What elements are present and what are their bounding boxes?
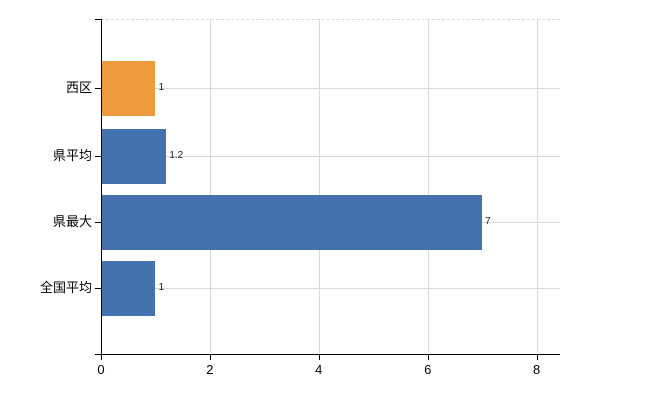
x-axis-tick (427, 354, 429, 360)
category-label: 県平均 (52, 148, 92, 163)
x-axis-tick (318, 354, 320, 360)
x-axis-tick (209, 354, 211, 360)
chart-bar (101, 128, 167, 184)
category-label: 全国平均 (39, 280, 92, 295)
category-label: 西区 (65, 80, 92, 95)
x-axis-tick (536, 354, 538, 360)
bar-value-label: 1 (158, 82, 164, 93)
y-axis-tick (95, 19, 101, 20)
x-axis-line (95, 354, 560, 355)
category-label: 県最大 (52, 214, 92, 229)
horizontal-gridline (101, 156, 560, 157)
chart-bar (101, 60, 156, 116)
vertical-gridline (536, 19, 538, 354)
vertical-gridline (209, 19, 211, 354)
chart-bar (101, 260, 156, 316)
bar-value-label: 1 (158, 282, 164, 293)
plot-top-border (101, 19, 560, 20)
x-axis-tick-label: 2 (206, 362, 214, 377)
bar-value-label: 1.2 (169, 150, 184, 161)
y-axis-tick (95, 88, 101, 89)
horizontal-gridline (101, 288, 560, 289)
vertical-gridline (427, 19, 429, 354)
x-axis-tick-label: 6 (424, 362, 432, 377)
vertical-gridline (318, 19, 320, 354)
plot-area (101, 19, 560, 354)
y-axis-tick (95, 222, 101, 223)
x-axis-tick-label: 4 (315, 362, 323, 377)
y-axis-tick (95, 288, 101, 289)
x-axis-tick-label: 0 (97, 362, 105, 377)
x-axis-tick-label: 8 (532, 362, 541, 377)
y-axis-line (101, 19, 102, 354)
x-axis-tick (101, 354, 102, 360)
y-axis-tick (95, 156, 101, 157)
chart-bar (101, 194, 483, 250)
horizontal-gridline (101, 88, 560, 89)
bar-value-label: 7 (485, 216, 491, 227)
